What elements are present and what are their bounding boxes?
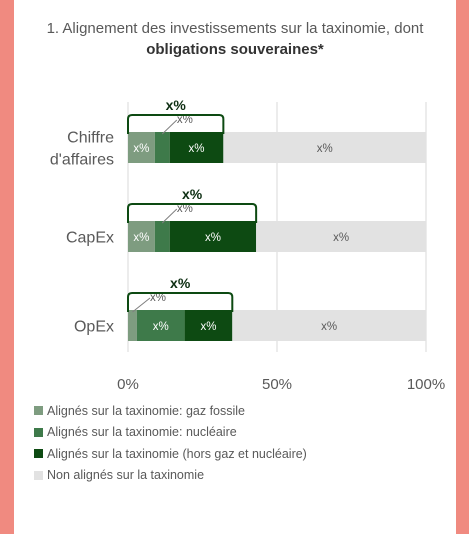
data-label: x% bbox=[150, 292, 166, 304]
aligned-bracket bbox=[127, 203, 258, 223]
data-label: x% bbox=[177, 203, 193, 215]
legend-item: Alignés sur la taxinomie: nucléaire bbox=[34, 422, 454, 444]
bracket-label: x% bbox=[166, 97, 187, 113]
x-tick-label: 100% bbox=[407, 376, 445, 393]
chart-title-bold: obligations souveraines* bbox=[146, 41, 324, 58]
bar-segment bbox=[136, 310, 185, 341]
chart-panel: 1. Alignement des investissements sur la… bbox=[14, 0, 456, 534]
legend-item: Non alignés sur la taxinomie bbox=[34, 465, 454, 487]
callout-line bbox=[161, 208, 178, 224]
data-label: x% bbox=[200, 321, 216, 333]
legend-item: Alignés sur la taxinomie (hors gaz et nu… bbox=[34, 443, 454, 465]
callout-line bbox=[161, 119, 178, 135]
bar-segment bbox=[128, 132, 155, 163]
legend-label: Alignés sur la taxinomie: nucléaire bbox=[47, 425, 237, 440]
data-label: x% bbox=[205, 232, 221, 244]
legend-swatch bbox=[34, 449, 43, 459]
chart-title-prefix: 1. Alignement des investissements sur la… bbox=[46, 20, 424, 37]
category-label: d'affaires bbox=[50, 152, 114, 169]
bracket-label: x% bbox=[170, 275, 191, 291]
aligned-bracket bbox=[127, 292, 234, 312]
legend-label: Non alignés sur la taxinomie bbox=[47, 468, 205, 483]
data-label: x% bbox=[177, 114, 193, 126]
bar-segment bbox=[232, 310, 426, 341]
bar-segment bbox=[256, 221, 426, 252]
aligned-bracket bbox=[127, 114, 225, 134]
category-label: CapEx bbox=[66, 230, 114, 247]
bracket-label: x% bbox=[182, 186, 203, 202]
x-tick-label: 0% bbox=[117, 376, 139, 393]
category-label: Chiffre bbox=[67, 130, 114, 147]
data-label: x% bbox=[133, 232, 149, 244]
x-tick-label: 50% bbox=[262, 376, 292, 393]
data-label: x% bbox=[133, 143, 149, 155]
legend-label: Alignés sur la taxinomie: gaz fossile bbox=[47, 403, 246, 418]
data-label: x% bbox=[153, 321, 169, 333]
category-label: OpEx bbox=[74, 319, 114, 336]
bar-segment bbox=[223, 132, 426, 163]
legend-swatch bbox=[34, 427, 43, 437]
data-label: x% bbox=[189, 143, 205, 155]
bar-segment bbox=[154, 221, 170, 252]
bar-segment bbox=[154, 132, 170, 163]
legend-swatch bbox=[34, 406, 43, 416]
bar-segment bbox=[128, 310, 137, 341]
bar-segment bbox=[128, 221, 155, 252]
bar-segment bbox=[169, 221, 257, 252]
legend-item: Alignés sur la taxinomie: gaz fossile bbox=[34, 400, 454, 422]
data-label: x% bbox=[333, 232, 349, 244]
bar-segment bbox=[184, 310, 233, 341]
data-label: x% bbox=[317, 143, 333, 155]
chart-title: 1. Alignement des investissements sur la… bbox=[14, 18, 456, 60]
legend-label: Alignés sur la taxinomie (hors gaz et nu… bbox=[47, 446, 307, 461]
data-label: x% bbox=[321, 321, 337, 333]
legend: Alignés sur la taxinomie: gaz fossile Ali… bbox=[34, 400, 454, 486]
bar-segment bbox=[169, 132, 224, 163]
legend-swatch bbox=[34, 470, 43, 480]
callout-line bbox=[132, 297, 151, 313]
